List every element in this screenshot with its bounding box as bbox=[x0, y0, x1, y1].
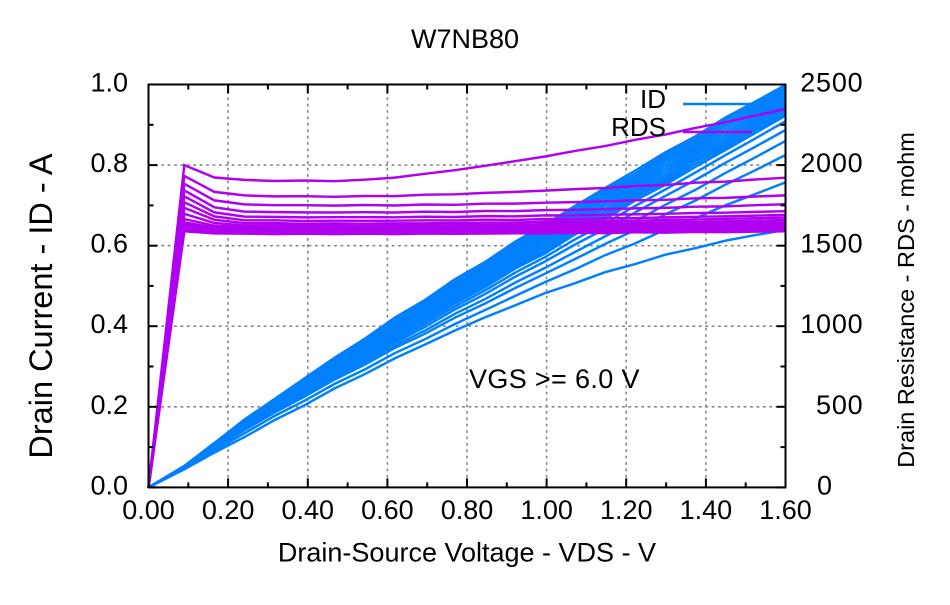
svg-text:0.20: 0.20 bbox=[202, 495, 255, 525]
svg-text:ID: ID bbox=[640, 84, 666, 114]
svg-text:2500: 2500 bbox=[800, 68, 863, 98]
svg-text:1500: 1500 bbox=[800, 229, 863, 259]
svg-text:0.2: 0.2 bbox=[90, 390, 128, 420]
svg-text:0.8: 0.8 bbox=[90, 148, 128, 178]
svg-text:0.80: 0.80 bbox=[441, 495, 494, 525]
svg-text:0: 0 bbox=[817, 470, 832, 500]
svg-text:RDS: RDS bbox=[611, 112, 666, 142]
svg-text:Drain Current - ID - A: Drain Current - ID - A bbox=[23, 153, 59, 459]
svg-text:1.20: 1.20 bbox=[600, 495, 653, 525]
svg-text:Drain Resistance - RDS - mohm: Drain Resistance - RDS - mohm bbox=[893, 132, 919, 468]
svg-text:1.0: 1.0 bbox=[90, 68, 128, 98]
svg-text:0.60: 0.60 bbox=[361, 495, 414, 525]
svg-text:1000: 1000 bbox=[800, 309, 863, 339]
svg-text:1.60: 1.60 bbox=[759, 495, 812, 525]
svg-text:500: 500 bbox=[816, 390, 863, 420]
svg-text:0.0: 0.0 bbox=[90, 470, 128, 500]
svg-text:0.40: 0.40 bbox=[281, 495, 334, 525]
svg-text:VGS >= 6.0 V: VGS >= 6.0 V bbox=[469, 364, 640, 394]
svg-text:Drain-Source Voltage - VDS - V: Drain-Source Voltage - VDS - V bbox=[278, 538, 656, 568]
svg-text:W7NB80: W7NB80 bbox=[411, 24, 519, 54]
svg-text:1.00: 1.00 bbox=[520, 495, 573, 525]
svg-text:2000: 2000 bbox=[800, 148, 863, 178]
svg-text:0.6: 0.6 bbox=[90, 229, 128, 259]
svg-text:0.00: 0.00 bbox=[122, 495, 175, 525]
svg-text:1.40: 1.40 bbox=[680, 495, 733, 525]
svg-text:0.4: 0.4 bbox=[90, 309, 128, 339]
